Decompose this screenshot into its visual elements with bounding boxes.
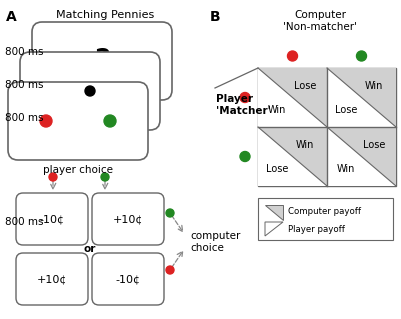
Circle shape [240,152,250,161]
Polygon shape [327,127,396,186]
Text: 800 ms: 800 ms [5,113,43,123]
Text: 800 ms: 800 ms [5,80,43,90]
Circle shape [101,173,109,181]
FancyBboxPatch shape [32,22,172,100]
Text: Computer
'Non-matcher': Computer 'Non-matcher' [283,10,357,32]
FancyBboxPatch shape [16,193,88,245]
Text: 800 ms: 800 ms [5,217,43,227]
Text: -10¢: -10¢ [115,274,140,284]
FancyBboxPatch shape [92,253,164,305]
Text: +10¢: +10¢ [113,214,143,224]
Text: Win: Win [337,165,356,174]
Polygon shape [265,222,283,236]
Text: computer
choice: computer choice [190,231,240,253]
FancyBboxPatch shape [8,82,148,160]
Circle shape [104,115,116,127]
Polygon shape [258,127,327,186]
Text: +10¢: +10¢ [37,274,67,284]
Text: ?: ? [94,47,110,75]
Text: 800 ms: 800 ms [5,47,43,57]
Text: Lose: Lose [294,81,316,91]
Text: Lose: Lose [363,140,385,150]
Text: Lose: Lose [266,165,288,174]
Circle shape [85,86,95,96]
Circle shape [240,93,250,102]
Bar [258,68,396,186]
Text: B: B [210,10,221,24]
Polygon shape [258,68,327,127]
Text: player choice: player choice [43,165,113,175]
Polygon shape [258,68,327,127]
Bar [258,198,393,240]
FancyBboxPatch shape [20,52,160,130]
Text: -10¢: -10¢ [40,214,65,224]
Text: or: or [84,244,96,254]
Text: Lose: Lose [335,106,358,115]
FancyBboxPatch shape [92,193,164,245]
Text: A: A [6,10,17,24]
Polygon shape [258,127,327,186]
FancyBboxPatch shape [16,253,88,305]
Circle shape [49,173,57,181]
Circle shape [166,266,174,274]
Polygon shape [327,68,396,127]
Circle shape [166,209,174,217]
Text: Win: Win [268,106,286,115]
Polygon shape [327,127,396,186]
Text: Player payoff: Player payoff [288,225,345,234]
Circle shape [40,115,52,127]
Circle shape [356,51,367,61]
Text: Player
'Matcher': Player 'Matcher' [216,94,271,116]
Circle shape [288,51,298,61]
Text: Computer payoff: Computer payoff [288,207,361,217]
Text: Matching Pennies: Matching Pennies [56,10,154,20]
Polygon shape [265,205,283,220]
Polygon shape [327,68,396,127]
Text: Win: Win [296,140,314,150]
Text: Win: Win [365,81,383,91]
